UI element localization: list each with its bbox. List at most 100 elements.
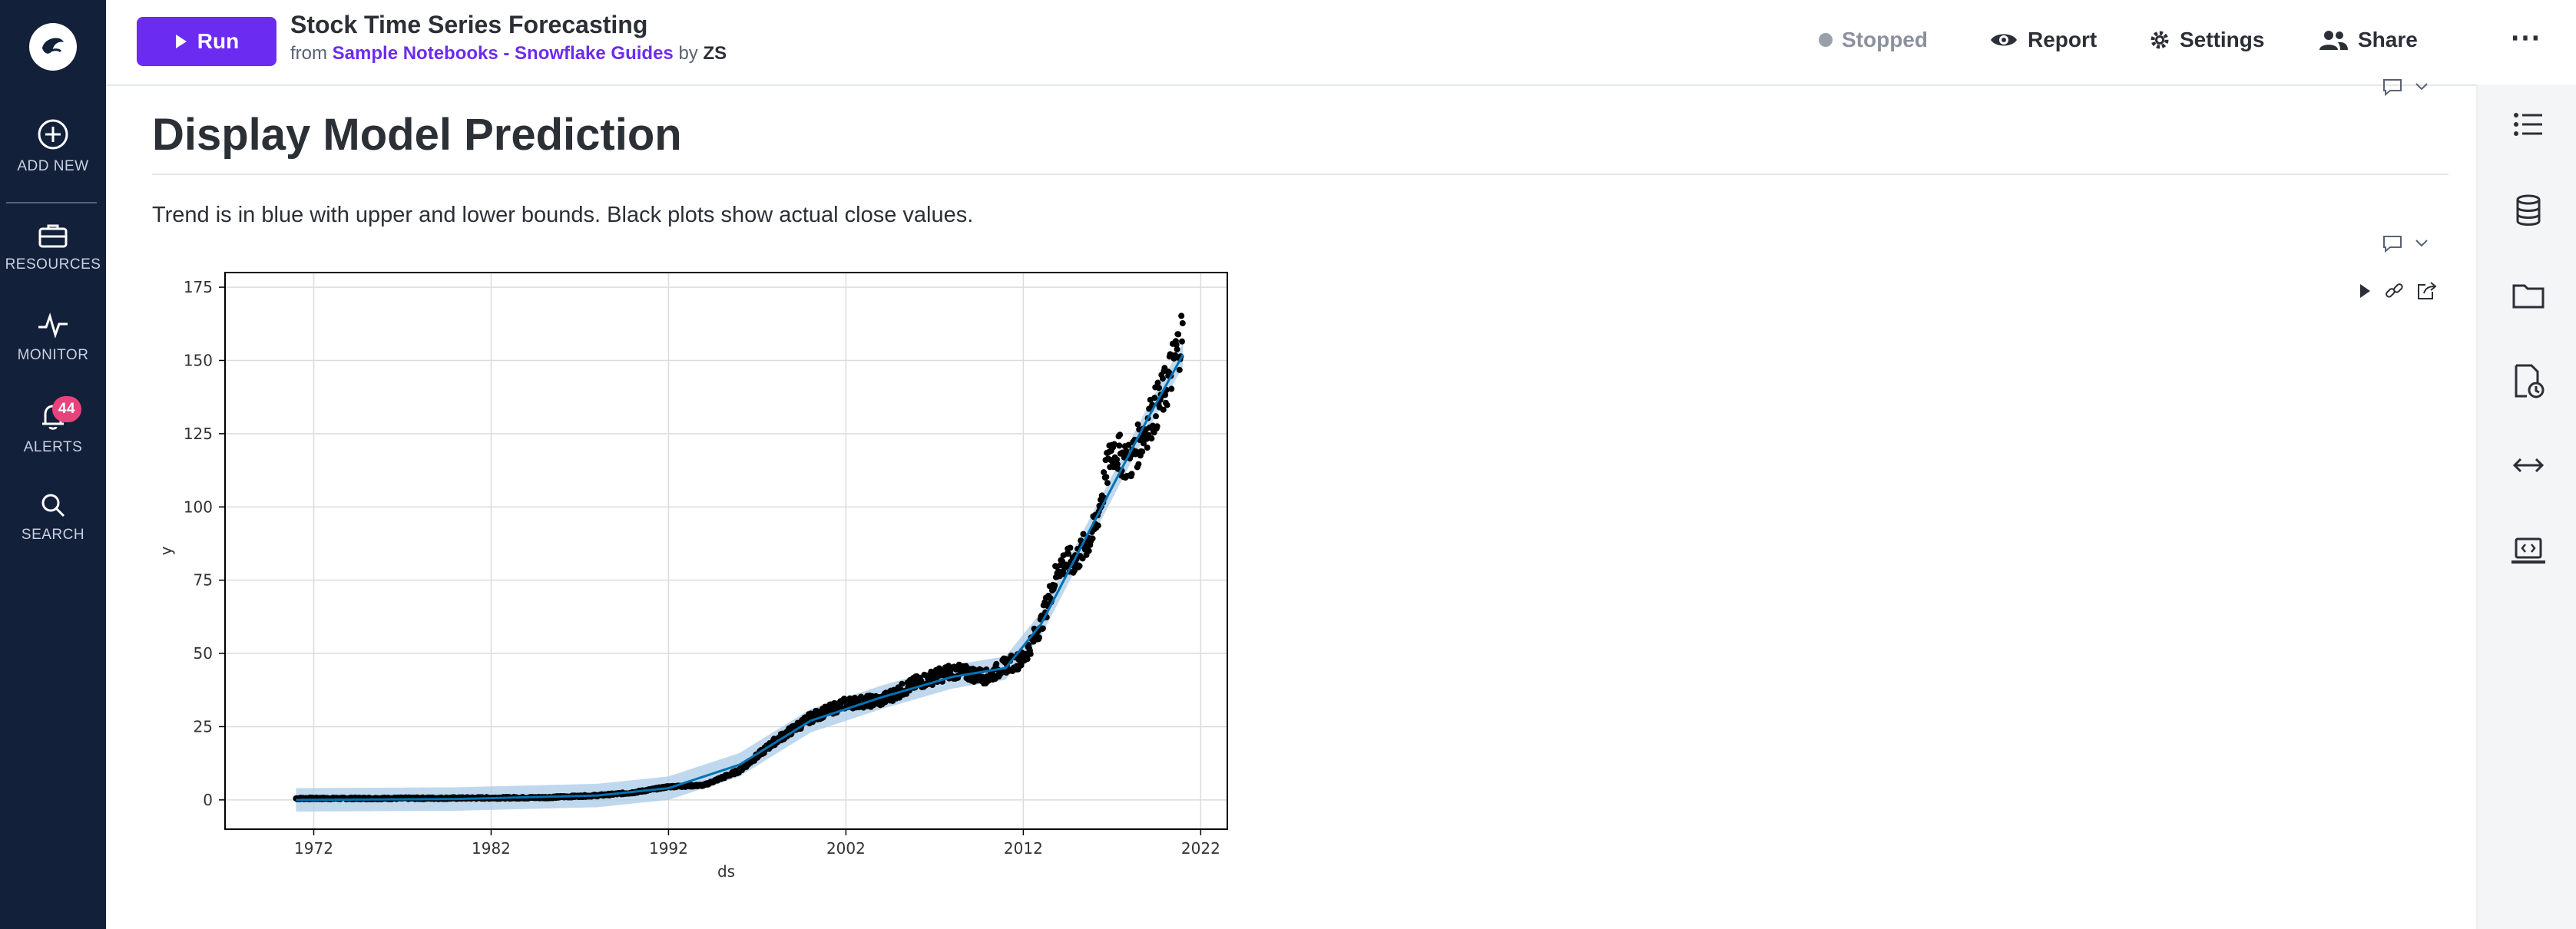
author-name[interactable]: ZS <box>703 43 727 64</box>
alerts-count-badge: 44 <box>52 396 81 422</box>
pulse-icon <box>38 312 68 339</box>
actual-point <box>1164 402 1170 408</box>
description-text: Trend is in blue with upper and lower bo… <box>152 203 974 227</box>
actual-point <box>1153 413 1160 420</box>
actual-point <box>1103 474 1110 481</box>
y-tick-label: 125 <box>184 425 213 443</box>
link-icon[interactable] <box>2384 281 2404 301</box>
play-icon <box>175 35 187 48</box>
actual-point <box>1123 448 1130 455</box>
run-cell-icon[interactable] <box>2358 282 2372 300</box>
run-button[interactable]: Run <box>137 17 276 66</box>
settings-button[interactable]: Settings <box>2149 28 2264 52</box>
list-icon[interactable] <box>2510 106 2547 143</box>
y-tick-label: 0 <box>203 791 213 809</box>
chevron-down-icon[interactable] <box>2415 82 2429 91</box>
cell-action-toolbar <box>2358 281 2438 301</box>
actual-point <box>1174 345 1180 352</box>
by-label: by <box>678 43 698 64</box>
actual-point <box>1178 338 1185 345</box>
search-icon <box>41 494 65 517</box>
actual-point <box>1036 634 1043 641</box>
share-label: Share <box>2358 28 2418 51</box>
actual-point <box>1114 456 1121 463</box>
actual-point <box>1065 550 1072 557</box>
actual-point <box>1148 435 1155 442</box>
actual-point <box>1178 312 1185 319</box>
actual-point <box>1139 448 1146 455</box>
laptop-code-icon[interactable] <box>2510 533 2547 570</box>
actual-point <box>1051 582 1058 589</box>
y-tick-label: 25 <box>194 717 213 736</box>
database-icon[interactable] <box>2510 192 2547 229</box>
actual-point <box>1027 650 1034 657</box>
actual-point <box>899 680 906 687</box>
x-axis-label: ds <box>717 862 735 881</box>
cell-comment-toolbar <box>2381 233 2429 253</box>
export-icon[interactable] <box>2416 281 2438 301</box>
status-dot-icon <box>1819 33 1833 47</box>
logo-icon <box>42 38 64 54</box>
actual-point <box>1125 441 1132 448</box>
actual-point <box>1117 431 1124 438</box>
actual-point <box>1089 535 1096 542</box>
actual-point <box>1085 547 1092 554</box>
nav-add-new-label: ADD NEW <box>17 158 89 174</box>
nav-search[interactable]: SEARCH <box>0 491 106 544</box>
y-tick-label: 150 <box>184 351 213 369</box>
x-tick-label: 1992 <box>649 839 688 858</box>
notebook-title: Stock Time Series Forecasting <box>290 11 648 38</box>
x-tick-label: 2012 <box>1004 839 1043 858</box>
actual-point <box>1154 423 1161 430</box>
actual-point <box>1116 442 1123 449</box>
actual-point <box>1179 319 1186 326</box>
actual-point <box>1039 625 1046 632</box>
actual-point <box>1162 392 1169 398</box>
briefcase-icon <box>38 224 68 248</box>
more-options-button[interactable]: ⋯ <box>2510 21 2541 55</box>
actual-point <box>1101 469 1108 476</box>
actual-point <box>1154 379 1161 386</box>
actual-point <box>1080 531 1087 537</box>
comment-icon[interactable] <box>2381 77 2404 97</box>
actual-point <box>1018 662 1025 669</box>
run-label: Run <box>197 29 240 53</box>
source-link[interactable]: Sample Notebooks - Snowflake Guides <box>332 43 674 64</box>
notebook-content: Display Model Prediction Trend is in blu… <box>106 79 2476 929</box>
cell-toolbar-top <box>2381 77 2429 97</box>
y-axis-ticks: 0 25 50 75 100 125 150 175 <box>184 278 225 809</box>
report-button[interactable]: Report <box>1989 28 2097 52</box>
settings-label: Settings <box>2180 28 2265 51</box>
y-tick-label: 175 <box>184 278 213 296</box>
plot-frame <box>224 272 1228 830</box>
file-history-icon[interactable] <box>2510 362 2547 399</box>
left-navigation: ADD NEW RESOURCES MONITOR 44 ALERTS SEAR… <box>0 0 106 929</box>
actual-point <box>1134 421 1141 428</box>
share-button[interactable]: Share <box>2318 28 2418 52</box>
folder-icon[interactable] <box>2510 276 2547 313</box>
actual-point <box>1156 385 1163 392</box>
y-tick-label: 50 <box>194 644 213 663</box>
arrows-horizontal-icon[interactable] <box>2510 447 2547 484</box>
actual-point <box>1176 366 1183 373</box>
actual-point <box>1104 480 1111 487</box>
actual-point <box>1114 461 1121 468</box>
nav-resources[interactable]: RESOURCES <box>0 223 106 273</box>
comment-icon[interactable] <box>2381 233 2404 253</box>
x-tick-label: 2022 <box>1181 839 1220 858</box>
app-logo[interactable] <box>29 23 77 71</box>
actual-point <box>1173 341 1180 348</box>
nav-add-new[interactable]: ADD NEW <box>0 118 106 175</box>
grid-lines <box>225 273 1227 829</box>
x-axis-ticks: 1972 1982 1992 2002 2012 2022 <box>294 829 1220 858</box>
eye-icon <box>1991 34 2017 46</box>
kernel-status: Stopped <box>1819 28 1928 52</box>
plot-area <box>225 273 1227 829</box>
nav-monitor[interactable]: MONITOR <box>0 312 106 364</box>
chevron-down-icon[interactable] <box>2415 239 2429 248</box>
actual-point <box>1151 395 1158 402</box>
nav-resources-label: RESOURCES <box>5 256 101 273</box>
y-axis-label: y <box>157 546 175 555</box>
x-tick-label: 1972 <box>294 839 333 858</box>
nav-alerts[interactable]: 44 ALERTS <box>0 396 106 456</box>
